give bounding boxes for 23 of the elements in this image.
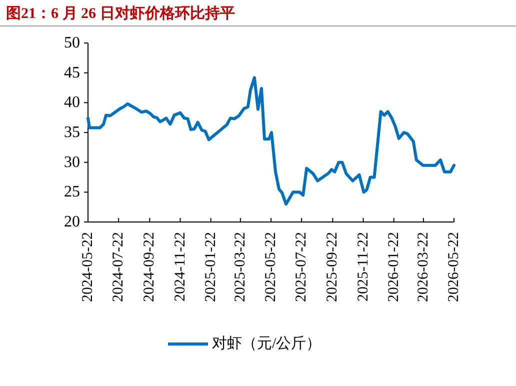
x-tick-label: 2026-05-22 xyxy=(446,232,462,302)
y-tick-label: 45 xyxy=(64,64,80,82)
y-tick-label: 25 xyxy=(64,184,80,201)
x-tick-label: 2024-09-22 xyxy=(142,232,158,302)
x-tick-label: 2024-07-22 xyxy=(110,232,127,302)
x-tick-label: 2025-01-22 xyxy=(202,232,219,302)
x-tick-label: 2026-01-22 xyxy=(386,232,402,302)
x-tick-label: 2024-11-22 xyxy=(172,232,188,302)
y-tick-label: 35 xyxy=(64,124,80,141)
x-tick-label: 2025-05-22 xyxy=(263,232,279,302)
y-tick-label: 50 xyxy=(64,34,80,52)
chart-title: 图21：6 月 26 日对虾价格环比持平 xyxy=(6,5,235,22)
y-tick-label: 40 xyxy=(64,94,80,112)
x-tick-label: 2025-07-22 xyxy=(294,232,310,302)
x-tick-label: 2025-11-22 xyxy=(355,232,372,302)
y-tick-label: 20 xyxy=(64,214,80,230)
y-tick-label: 30 xyxy=(64,154,80,171)
legend-label: 对虾（元/公斤） xyxy=(212,335,322,352)
x-tick-label: 2024-05-22 xyxy=(80,232,96,302)
x-tick-label: 2025-03-22 xyxy=(232,232,248,302)
x-tick-label: 2026-03-22 xyxy=(415,232,432,302)
line-series xyxy=(86,76,456,206)
x-tick-label: 2025-09-22 xyxy=(324,232,341,302)
